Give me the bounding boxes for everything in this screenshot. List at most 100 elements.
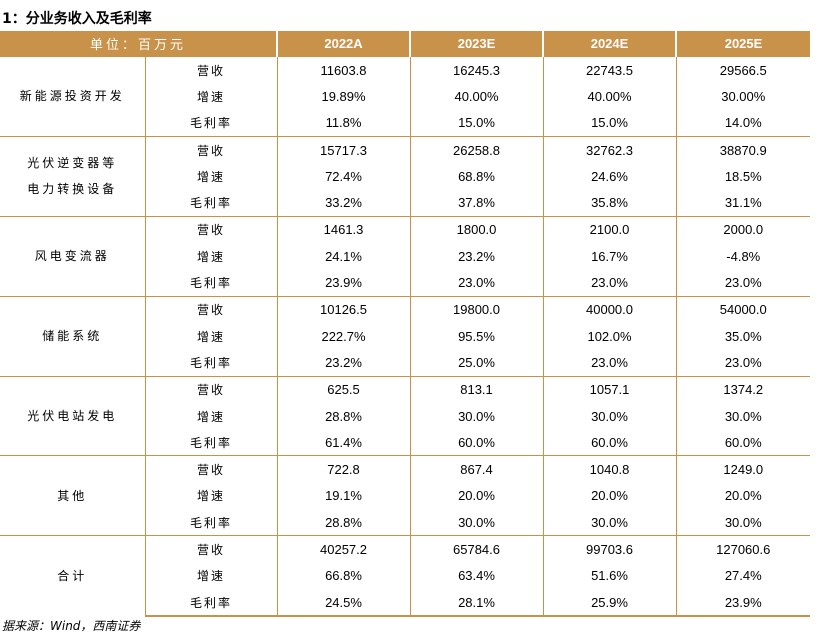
value-cell: 40.00% [409,83,544,110]
segment-name: 光伏逆变器等 电力转换设备 [0,135,145,217]
value-cell: 19800.0 [409,295,544,323]
table-row: 毛利率 28.8% 30.0% 30.0% 30.0% [0,509,811,536]
value-cell: 30.0% [675,509,811,536]
value-cell: 30.0% [542,402,677,430]
metric-label: 营收 [144,375,278,403]
segment-name-line: 其他 [57,488,88,503]
value-cell: 30.0% [409,402,544,430]
value-cell: 68.8% [409,163,544,190]
table-row: 毛利率 23.2% 25.0% 23.0% 23.0% [0,349,811,377]
value-cell: 19.89% [276,83,411,110]
metric-label: 毛利率 [144,429,278,456]
value-cell: 61.4% [276,429,411,456]
metric-label: 毛利率 [144,189,278,217]
value-cell: 2000.0 [675,215,811,244]
value-cell: 40.00% [542,83,677,110]
value-cell: 1057.1 [542,375,677,403]
value-cell: 1800.0 [409,215,544,244]
value-cell: 24.6% [542,163,677,190]
year-header-2024: 2024E [542,31,677,57]
value-cell: 20.0% [675,482,811,510]
value-cell: 23.0% [675,269,811,297]
metric-label: 毛利率 [144,109,278,137]
value-cell: 23.2% [276,349,411,377]
table-row: 毛利率 61.4% 60.0% 60.0% 60.0% [0,429,811,456]
value-cell: 867.4 [409,455,544,483]
value-cell: 66.8% [276,562,411,589]
value-cell: 1249.0 [675,455,811,483]
value-cell: 60.0% [409,429,544,456]
value-cell: 19.1% [276,482,411,510]
value-cell: 22743.5 [542,56,677,84]
segment-name-line: 合计 [57,569,88,584]
value-cell: 24.1% [276,243,411,270]
table-row: 光伏逆变器等 电力转换设备 营收 15717.3 26258.8 32762.3 38870… [0,135,811,217]
value-cell: 20.0% [409,482,544,510]
metric-label: 营收 [144,135,278,164]
segment-name: 新能源投资开发 [0,56,145,137]
table-row: 合计 营收 40257.2 65784.6 99703.6 127060.6 [0,535,811,617]
value-cell: 222.7% [276,322,411,350]
value-cell: 37.8% [409,189,544,217]
value-cell: 625.5 [276,375,411,403]
segment-name-line: 光伏逆变器等 [27,156,118,171]
value-cell: 27.4% [675,562,811,589]
table-row: 增速 66.8% 63.4% 51.6% 27.4% [0,562,811,589]
segment-name: 风电变流器 [0,215,145,297]
metric-label: 营收 [144,215,278,244]
value-cell: 16245.3 [409,56,544,84]
value-cell: 18.5% [675,163,811,190]
segment-name-line: 风电变流器 [34,249,110,264]
metric-label: 增速 [144,243,278,270]
table-row: 增速 222.7% 95.5% 102.0% 35.0% [0,322,811,350]
table-row: 新能源投资开发 营收 11603.8 16245.3 22743.5 29566.5 [0,56,811,137]
table-row: 风电变流器 营收 1461.3 1800.0 2100.0 2000.0 [0,215,811,297]
value-cell: 23.0% [542,349,677,377]
table-row: 增速 72.4% 68.8% 24.6% 18.5% [0,163,811,190]
value-cell: 54000.0 [675,295,811,323]
table-row: 其他 营收 722.8 867.4 1040.8 1249.0 [0,455,811,536]
source-note: 据来源：Wind，西南证券 [2,619,141,633]
value-cell: 24.5% [276,588,411,618]
value-cell: 102.0% [542,322,677,350]
value-cell: 23.0% [675,349,811,377]
value-cell: 23.2% [409,243,544,270]
metric-label: 毛利率 [144,269,278,297]
unit-header: 单位：百万元 [0,31,278,57]
value-cell: 15.0% [542,109,677,137]
value-cell: 28.1% [409,588,544,618]
value-cell: 99703.6 [542,535,677,563]
table-row: 毛利率 24.5% 28.1% 25.9% 23.9% [0,588,811,618]
table-row: 毛利率 33.2% 37.8% 35.8% 31.1% [0,189,811,217]
value-cell: 35.0% [675,322,811,350]
metric-label: 增速 [144,482,278,510]
value-cell: 95.5% [409,322,544,350]
metric-label: 增速 [144,562,278,589]
value-cell: 2100.0 [542,215,677,244]
metric-label: 毛利率 [144,588,278,618]
metric-label: 增速 [144,163,278,190]
value-cell: 30.0% [542,509,677,536]
segment-name: 其他 [0,455,145,536]
segment-name-line: 光伏电站发电 [27,409,118,423]
value-cell: 23.9% [675,588,811,618]
value-cell: 30.0% [675,402,811,430]
value-cell: 16.7% [542,243,677,270]
value-cell: 1461.3 [276,215,411,244]
value-cell: 38870.9 [675,135,811,164]
value-cell: 15.0% [409,109,544,137]
value-cell: 63.4% [409,562,544,589]
value-cell: 32762.3 [542,135,677,164]
table-body: 新能源投资开发 营收 11603.8 16245.3 22743.5 29566.5 增速 1… [0,56,811,618]
value-cell: 813.1 [409,375,544,403]
value-cell: 1040.8 [542,455,677,483]
segment-name: 光伏电站发电 [0,375,145,456]
value-cell: 35.8% [542,189,677,217]
value-cell: 25.0% [409,349,544,377]
year-header-2025: 2025E [675,31,811,57]
value-cell: 30.00% [675,83,811,110]
value-cell: 1374.2 [675,375,811,403]
value-cell: 25.9% [542,588,677,618]
table-row: 增速 19.89% 40.00% 40.00% 30.00% [0,83,811,110]
value-cell: 31.1% [675,189,811,217]
